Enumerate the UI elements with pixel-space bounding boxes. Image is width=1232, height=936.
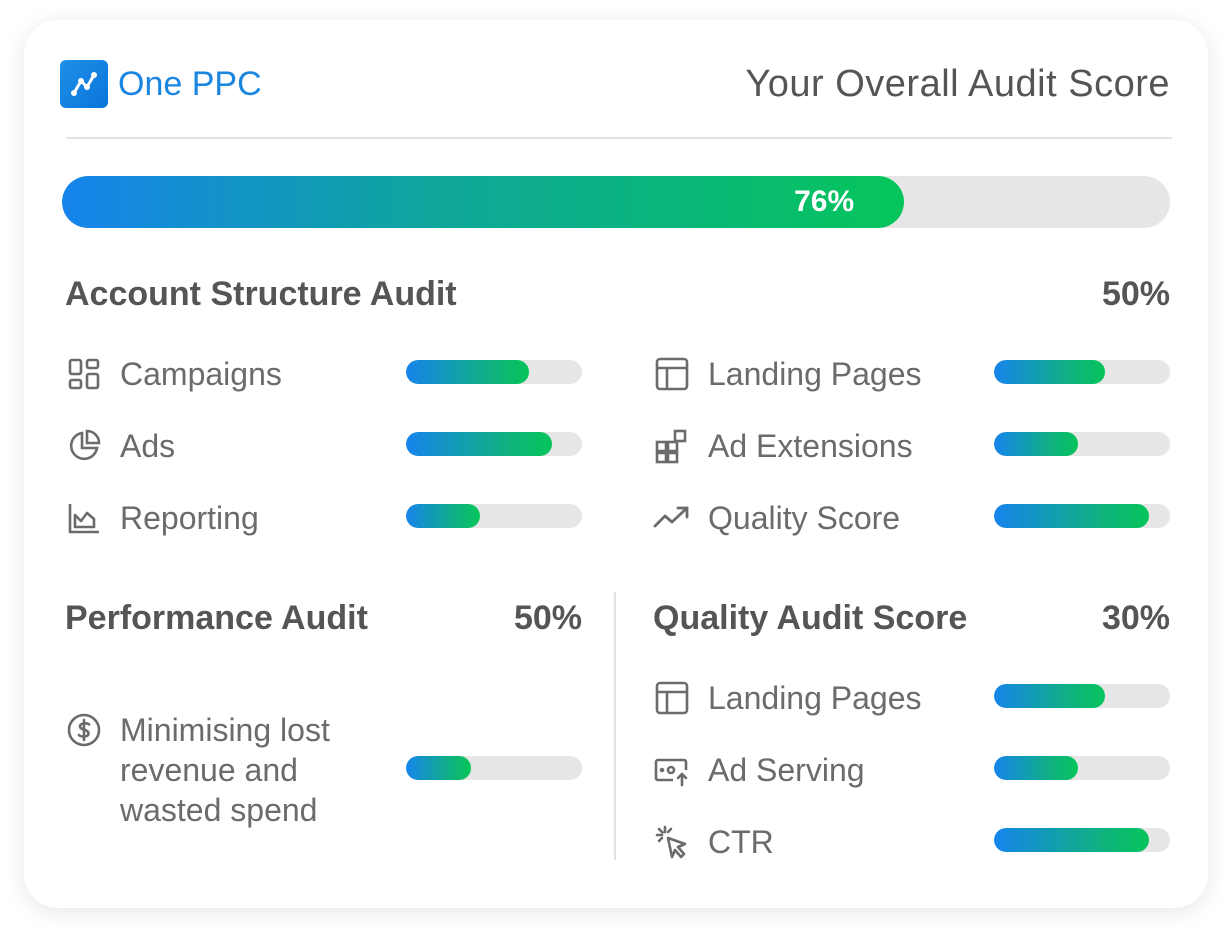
reporting-progress-fill <box>406 504 480 528</box>
landing-pages-progress-fill <box>994 360 1105 384</box>
performance-audit-percent: 50% <box>513 599 582 637</box>
quality-score-progress-bar <box>994 504 1170 528</box>
ads-progress-bar <box>406 432 582 456</box>
account-structure-title: Account Structure Audit <box>65 275 457 313</box>
metric-row-landing-pages: Landing Pages <box>652 352 922 396</box>
ads-progress-fill <box>406 432 553 456</box>
metric-label: Ad Extensions <box>708 428 913 464</box>
layout-icon <box>652 354 692 394</box>
trending-up-icon <box>652 498 692 538</box>
ad-extensions-progress-fill <box>994 432 1079 456</box>
ctr-progress-bar <box>994 828 1170 852</box>
landing-pages-progress-bar <box>994 360 1170 384</box>
reporting-progress-bar <box>406 504 582 528</box>
quality-score-progress-fill <box>994 504 1149 528</box>
metric-row-ads: Ads <box>64 424 175 468</box>
metric-label: Landing Pages <box>708 680 922 716</box>
quality-landing-pages-progress-fill <box>994 684 1105 708</box>
metric-label: Landing Pages <box>708 356 922 392</box>
metric-label: Campaigns <box>120 356 282 392</box>
layout-icon <box>652 678 692 718</box>
metric-row-lost-revenue: Minimising lost revenue and wasted spend <box>64 710 390 830</box>
widgets-icon <box>652 426 692 466</box>
metric-row-ad-serving: Ad Serving <box>652 748 865 792</box>
campaigns-progress-fill <box>406 360 530 384</box>
lost-revenue-progress-bar <box>406 756 582 780</box>
ctr-progress-fill <box>994 828 1149 852</box>
overall-percent: 76% <box>794 185 855 218</box>
audit-score-card: One PPC Your Overall Audit Score 76% Acc… <box>24 20 1208 908</box>
ad-serving-progress-fill <box>994 756 1079 780</box>
metric-label: Reporting <box>120 500 259 536</box>
performance-audit-title: Performance Audit <box>65 599 368 637</box>
one-ppc-logo-icon <box>60 60 108 108</box>
metric-label: CTR <box>708 824 774 860</box>
brand-name: One PPC <box>118 65 262 103</box>
metric-row-campaigns: Campaigns <box>64 352 282 396</box>
metric-label: Ads <box>120 428 176 464</box>
header-divider <box>66 137 1172 139</box>
metric-row-ad-extensions: Ad Extensions <box>652 424 913 468</box>
metric-row-quality-score: Quality Score <box>652 496 900 540</box>
dollar-circle-icon <box>64 710 104 750</box>
column-divider <box>614 592 616 860</box>
lost-revenue-progress-fill <box>406 756 472 780</box>
metric-label: Minimising lost revenue and wasted spend <box>120 712 330 828</box>
campaigns-progress-bar <box>406 360 582 384</box>
metric-label: Ad Serving <box>708 752 865 788</box>
quality-landing-pages-progress-bar <box>994 684 1170 708</box>
area-chart-icon <box>64 498 104 538</box>
quality-audit-percent: 30% <box>1101 599 1170 637</box>
metric-label: Quality Score <box>708 500 901 536</box>
ad-serving-icon <box>652 750 692 790</box>
quality-audit-title: Quality Audit Score <box>653 599 968 637</box>
metric-row-quality-landing-pages: Landing Pages <box>652 676 922 720</box>
ad-extensions-progress-bar <box>994 432 1170 456</box>
metric-row-reporting: Reporting <box>64 496 259 540</box>
overall-progress-bar: 76% <box>62 176 1170 228</box>
pie-chart-icon <box>64 426 104 466</box>
overall-progress-fill <box>62 176 905 228</box>
account-structure-percent: 50% <box>1101 275 1170 313</box>
page-title: Your Overall Audit Score <box>745 63 1170 105</box>
metric-row-ctr: CTR <box>652 820 774 864</box>
ad-serving-progress-bar <box>994 756 1170 780</box>
dashboard-grid-icon <box>64 354 104 394</box>
click-cursor-icon <box>652 822 692 862</box>
